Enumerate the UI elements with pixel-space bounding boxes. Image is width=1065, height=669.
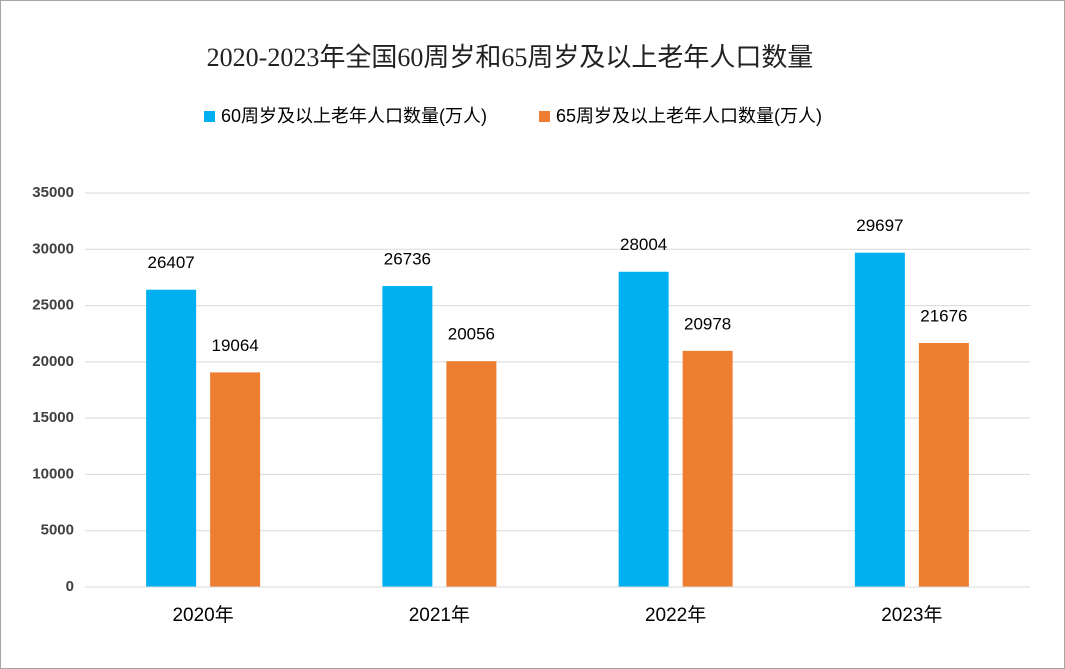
- data-label: 26736: [384, 250, 431, 269]
- bar: [382, 286, 433, 587]
- x-tick-label: 2020年: [172, 604, 233, 626]
- data-label: 19064: [211, 336, 258, 355]
- data-label: 29697: [856, 216, 903, 235]
- bar: [146, 289, 197, 587]
- bar: [854, 252, 905, 587]
- y-tick-label: 20000: [32, 353, 74, 370]
- data-label: 20056: [448, 325, 495, 344]
- x-tick-label: 2021年: [409, 604, 470, 626]
- bar: [446, 361, 497, 587]
- chart-title: 2020-2023年全国60周岁和65周岁及以上老年人口数量: [207, 43, 814, 72]
- data-label: 26407: [147, 253, 194, 272]
- legend-swatch: [539, 111, 550, 122]
- x-tick-label: 2022年: [645, 604, 706, 626]
- data-label: 20978: [684, 314, 731, 333]
- legend-label: 60周岁及以上老年人口数量(万人): [221, 106, 487, 126]
- bar: [210, 372, 261, 587]
- y-tick-label: 10000: [32, 465, 74, 482]
- y-tick-label: 35000: [32, 184, 74, 201]
- data-label: 21676: [920, 306, 967, 325]
- bar: [618, 271, 669, 587]
- data-label: 28004: [620, 235, 667, 254]
- legend-swatch: [204, 111, 215, 122]
- x-tick-label: 2023年: [881, 604, 942, 626]
- y-tick-label: 15000: [32, 409, 74, 426]
- bar: [682, 350, 733, 587]
- y-tick-label: 0: [66, 578, 74, 595]
- bar: [918, 342, 969, 587]
- y-tick-label: 25000: [32, 297, 74, 314]
- legend-label: 65周岁及以上老年人口数量(万人): [556, 106, 822, 126]
- y-tick-label: 30000: [32, 240, 74, 257]
- y-tick-label: 5000: [41, 522, 74, 539]
